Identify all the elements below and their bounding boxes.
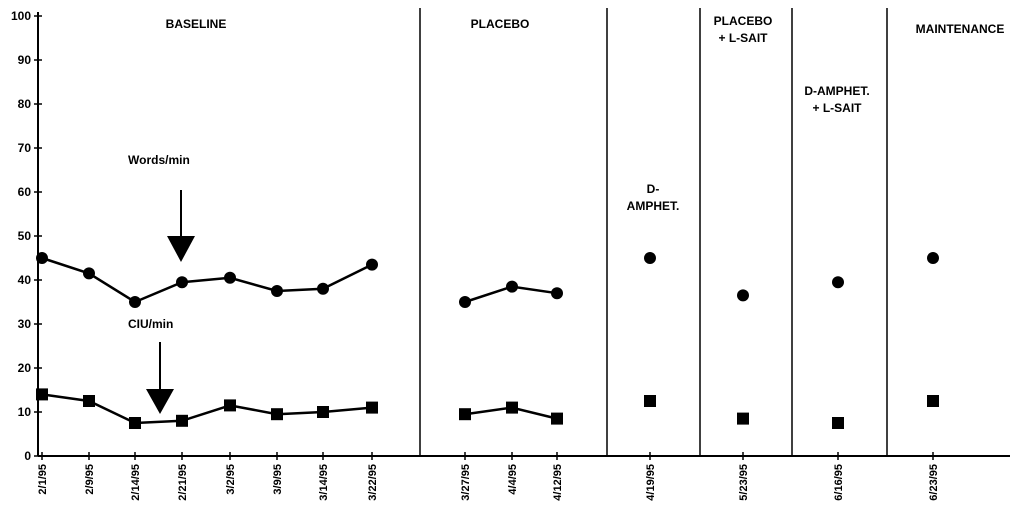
x-tick-label: 5/23/95 xyxy=(738,464,750,501)
ciu-per-min-point xyxy=(927,395,939,407)
ciu-per-min-point xyxy=(176,414,188,427)
words-arrow-head xyxy=(167,236,195,262)
x-tick-label: 3/9/95 xyxy=(272,464,284,495)
x-tick-label: 4/4/95 xyxy=(507,464,519,495)
ciu-per-min-point xyxy=(224,399,236,412)
x-axis-ticks: 2/1/95 2/9/95 2/14/95 2/21/95 3/2/95 3/9/95 3/… xyxy=(37,452,940,501)
ciu-per-min-point xyxy=(317,406,329,418)
x-tick-label: 2/21/95 xyxy=(177,464,189,501)
y-tick-label: 80 xyxy=(18,97,32,111)
phase-label: + L-SAIT xyxy=(812,101,862,115)
ciu-per-min-point xyxy=(832,417,844,429)
series-line-ciu xyxy=(41,393,373,425)
x-tick-label: 3/14/95 xyxy=(318,464,330,501)
phase-label: + L-SAIT xyxy=(718,31,768,45)
phase-change-lines xyxy=(419,8,888,456)
x-tick-label: 3/22/95 xyxy=(367,464,379,501)
x-tick-label: 6/16/95 xyxy=(833,464,845,501)
x-tick-label: 4/19/95 xyxy=(645,464,657,501)
y-axis-ticks: 0 10 20 30 40 50 60 70 80 90 100 xyxy=(11,9,42,463)
words-per-min-point xyxy=(366,258,378,271)
ciu-per-min-point xyxy=(83,395,95,407)
x-tick-label: 2/1/95 xyxy=(37,464,49,495)
x-tick-label: 3/27/95 xyxy=(460,464,472,501)
words-per-min-point xyxy=(271,285,283,297)
series-line-words xyxy=(41,256,373,304)
y-tick-label: 50 xyxy=(18,229,32,243)
words-per-min-point xyxy=(83,267,95,280)
ciu-per-min-point xyxy=(271,408,283,421)
phase-label: PLACEBO xyxy=(471,17,530,31)
y-tick-label: 70 xyxy=(18,141,32,155)
data-markers xyxy=(36,252,939,429)
x-tick-label: 2/9/95 xyxy=(84,464,96,495)
words-per-min-point xyxy=(832,276,844,289)
y-tick-label: 20 xyxy=(18,361,32,375)
words-per-min-point xyxy=(224,271,236,284)
words-per-min-point xyxy=(36,252,48,264)
ciu-per-min-point xyxy=(129,417,141,429)
words-per-min-point xyxy=(737,289,749,302)
ciu-arrow-head xyxy=(146,389,174,414)
words-per-min-label: Words/min xyxy=(128,153,190,167)
words-per-min-point xyxy=(317,282,329,295)
words-per-min-point xyxy=(551,287,563,300)
series-lines xyxy=(41,256,558,425)
y-tick-label: 10 xyxy=(18,405,32,419)
y-tick-label: 100 xyxy=(11,9,31,23)
phase-label: BASELINE xyxy=(166,17,227,31)
phase-label: AMPHET. xyxy=(627,199,680,213)
ciu-per-min-label: CIU/min xyxy=(128,317,173,331)
words-per-min-point xyxy=(176,276,188,289)
y-tick-label: 60 xyxy=(18,185,32,199)
ciu-per-min-point xyxy=(36,388,48,401)
ciu-per-min-point xyxy=(506,401,518,414)
x-tick-label: 6/23/95 xyxy=(928,464,940,501)
phase-label: D-AMPHET. xyxy=(804,84,869,98)
x-tick-label: 2/14/95 xyxy=(130,464,142,501)
ciu-per-min-point xyxy=(644,395,656,407)
phase-label: D- xyxy=(647,182,660,196)
y-tick-label: 90 xyxy=(18,53,32,67)
ciu-per-min-point xyxy=(737,412,749,425)
phase-label: PLACEBO xyxy=(714,14,773,28)
words-per-min-point xyxy=(927,252,939,264)
ciu-per-min-point xyxy=(551,412,563,425)
y-tick-label: 40 xyxy=(18,273,32,287)
ciu-per-min-point xyxy=(366,401,378,414)
words-per-min-point xyxy=(129,296,141,308)
phase-label: MAINTENANCE xyxy=(916,22,1005,36)
x-tick-label: 4/12/95 xyxy=(552,464,564,501)
words-per-min-point xyxy=(644,252,656,264)
axes xyxy=(37,12,1010,457)
words-per-min-point xyxy=(459,296,471,308)
words-per-min-point xyxy=(506,280,518,293)
x-tick-label: 3/2/95 xyxy=(225,464,237,495)
y-tick-label: 0 xyxy=(24,449,31,463)
y-tick-label: 30 xyxy=(18,317,32,331)
series-annotations: Words/min CIU/min xyxy=(128,153,195,414)
ciu-per-min-point xyxy=(459,408,471,421)
